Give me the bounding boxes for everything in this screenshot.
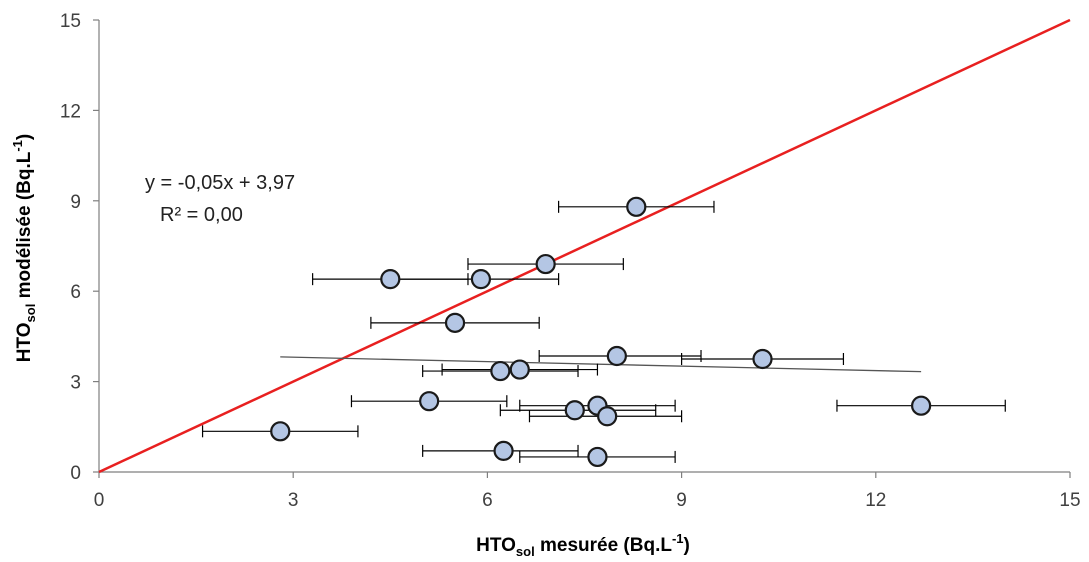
y-tick-label: 3 (70, 373, 81, 394)
trendline-group (280, 356, 922, 373)
y-tick-label: 12 (60, 101, 81, 122)
x-tick-label: 9 (676, 490, 687, 511)
data-point (626, 196, 647, 217)
x-tick-label: 15 (1059, 490, 1080, 511)
data-point (587, 446, 608, 468)
data-point (380, 269, 401, 290)
y-tick-label: 6 (70, 282, 81, 303)
trendline (280, 356, 922, 373)
y-tick-label: 0 (70, 463, 81, 484)
y-axis-title-main: HTO (14, 322, 35, 362)
x-axis-title-sub: sol (516, 544, 535, 559)
trend-equation: y = -0,05x + 3,97 (145, 172, 295, 194)
x-axis-title-main: HTO (476, 535, 516, 556)
y-tick-labels: 0 3 6 9 12 15 (60, 11, 81, 484)
y-axis-title-sup: -1 (10, 140, 25, 152)
data-point (509, 359, 530, 380)
data-point (444, 312, 466, 333)
x-tick-label: 6 (482, 490, 493, 511)
x-axis-title-rest: mesurée (Bq.L (535, 535, 673, 556)
data-point (564, 400, 585, 421)
y-axis-title-end: ) (14, 134, 35, 140)
identity-line (98, 18, 1071, 474)
x-tick-label: 0 (94, 490, 105, 511)
y-tick-label: 15 (60, 11, 81, 32)
x-axis-title-end: ) (684, 535, 690, 556)
data-point (606, 345, 627, 367)
data-point (597, 406, 618, 427)
x-axis-title-sup: -1 (672, 531, 684, 546)
x-axis-title: HTOsol mesurée (Bq.L-1) (476, 531, 690, 559)
y-tick-label: 9 (70, 192, 81, 213)
identity-line-group (98, 18, 1071, 474)
y-axis-title-rest: modélisée (Bq.L (14, 151, 35, 303)
y-axis-title: HTOsol modélisée (Bq.L-1) (10, 134, 38, 362)
axes (93, 19, 1071, 478)
data-point (911, 395, 932, 416)
data-point (270, 421, 291, 442)
x-tick-labels: 0 3 6 9 12 15 (94, 490, 1081, 511)
y-axis-title-sub: sol (23, 304, 38, 323)
data-point (419, 391, 440, 412)
data-points (270, 196, 932, 468)
data-point (535, 253, 556, 275)
r-squared-label: R² = 0,00 (160, 204, 243, 226)
x-tick-label: 3 (288, 490, 299, 511)
x-tick-label: 12 (865, 490, 886, 511)
data-point (490, 360, 511, 382)
data-point (493, 440, 514, 462)
data-point (752, 348, 773, 370)
data-point (470, 269, 492, 290)
